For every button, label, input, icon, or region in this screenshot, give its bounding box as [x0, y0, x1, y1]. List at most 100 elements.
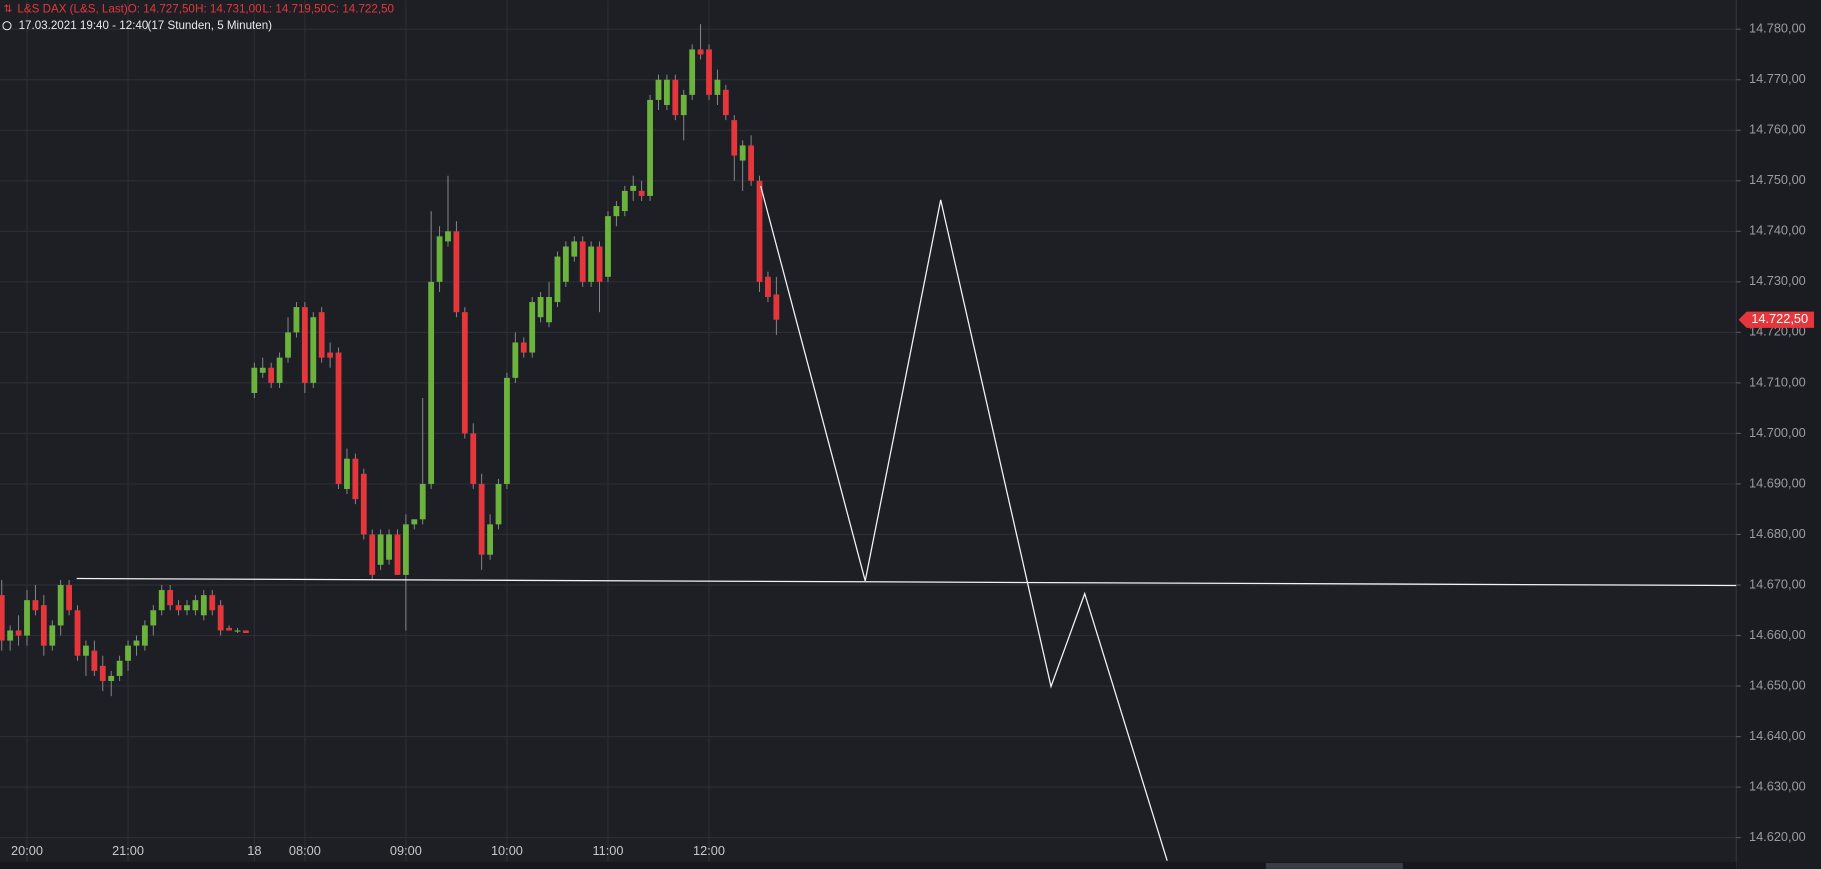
candle-body [327, 352, 334, 358]
candle-body [0, 595, 5, 641]
x-tick-label: 08:00 [289, 843, 321, 858]
candle-body [268, 367, 275, 383]
candle-body [647, 99, 653, 196]
candle-body [352, 458, 359, 500]
candle-body [91, 650, 98, 671]
candle-body [49, 625, 56, 646]
candle-body [613, 206, 620, 217]
price-axis-panel [1736, 0, 1821, 869]
clock-icon [2, 21, 12, 31]
y-tick-label: 14.700,00 [1749, 425, 1806, 440]
candle-body [83, 645, 89, 656]
candle-body [562, 246, 569, 282]
candle-body [301, 307, 308, 383]
candle-body [116, 660, 123, 676]
candle-body [697, 49, 704, 55]
x-tick-label: 11:00 [592, 843, 623, 858]
candle-body [369, 534, 376, 575]
candle-body [150, 610, 157, 626]
x-tick-label: 10:00 [491, 843, 523, 858]
candle-body [243, 630, 249, 633]
candle-body [402, 524, 409, 575]
y-tick-label: 14.670,00 [1749, 576, 1806, 591]
candle-body [655, 79, 662, 100]
x-tick-label: 20:00 [11, 843, 43, 858]
candle-body [234, 630, 241, 632]
last-price-tag [1738, 311, 1815, 328]
y-tick-label: 14.630,00 [1749, 778, 1806, 793]
scrollbar[interactable] [1265, 863, 1403, 869]
candle-body [175, 605, 182, 611]
candle-body [192, 600, 199, 611]
y-tick-label: 14.730,00 [1749, 273, 1806, 288]
candle-body [461, 312, 468, 434]
y-tick-label: 14.780,00 [1749, 21, 1806, 36]
horizontal-line [76, 577, 1737, 587]
candle-body [529, 302, 536, 353]
candle-body [596, 246, 603, 282]
candle-body [141, 625, 148, 646]
candle-body [436, 236, 443, 282]
candle-body [638, 190, 645, 196]
axis: 14.620,00 14.630,00 14.640,00 14.650,00 14.6… [11, 21, 1815, 858]
candle-body [445, 231, 451, 242]
candle-body [167, 590, 174, 606]
candle-body [7, 630, 14, 641]
candle-body [706, 49, 712, 95]
candle-body [537, 296, 544, 318]
ohlc-low: L: 14.719,50 [262, 3, 327, 16]
candle-body [748, 145, 755, 181]
candle-body [386, 534, 392, 560]
candle-body [57, 584, 64, 626]
y-tick-label: 14.770,00 [1749, 71, 1806, 86]
candle-body [621, 190, 628, 212]
candle-body [546, 296, 552, 323]
candle-body [217, 605, 224, 631]
candle-body [74, 610, 81, 656]
candle-body [108, 675, 115, 681]
candle-body [66, 584, 73, 611]
candle-body [579, 241, 586, 282]
time-range: 17.03.2021 19:40 - 12:40 [19, 19, 149, 32]
candle-body [285, 332, 291, 358]
candle-body [722, 89, 729, 116]
candle-body [158, 590, 165, 611]
y-tick-label: 14.680,00 [1749, 526, 1806, 541]
candle-body [419, 483, 426, 520]
candle-body [259, 367, 266, 373]
candle-body [773, 294, 780, 320]
x-tick-label: 12:00 [693, 843, 725, 858]
candle-body [512, 342, 519, 378]
x-tick-label: 09:00 [390, 843, 422, 858]
scroll-track [0, 861, 1737, 869]
candle-body [714, 79, 721, 95]
candle-body [318, 312, 325, 358]
chart-icon: ⇅ [3, 4, 12, 15]
candle-body [24, 600, 30, 636]
candle-body [360, 473, 367, 535]
candle-body [293, 307, 300, 333]
duration: (17 Stunden, 5 Minuten) [147, 19, 272, 32]
candle-body [40, 605, 47, 646]
zigzag-line [760, 185, 1168, 861]
candle-body [520, 342, 527, 353]
candle-body [765, 276, 771, 297]
candle-body [200, 595, 207, 616]
candle-body [554, 256, 561, 303]
candle-body [32, 600, 39, 611]
y-tick-label: 14.620,00 [1749, 829, 1806, 844]
candle-body [411, 519, 418, 525]
candle-body [756, 180, 763, 282]
x-tick-label: 21:00 [112, 843, 144, 858]
candle-body [470, 433, 477, 484]
y-tick-label: 14.760,00 [1749, 122, 1806, 137]
candle-body [605, 216, 611, 277]
candle-body [571, 241, 578, 257]
candle-body [335, 352, 342, 484]
candle-body [394, 534, 401, 575]
candle-body [15, 630, 22, 636]
candle-body [344, 458, 350, 489]
ohlc-open: O: 14.727,50 [128, 3, 195, 16]
